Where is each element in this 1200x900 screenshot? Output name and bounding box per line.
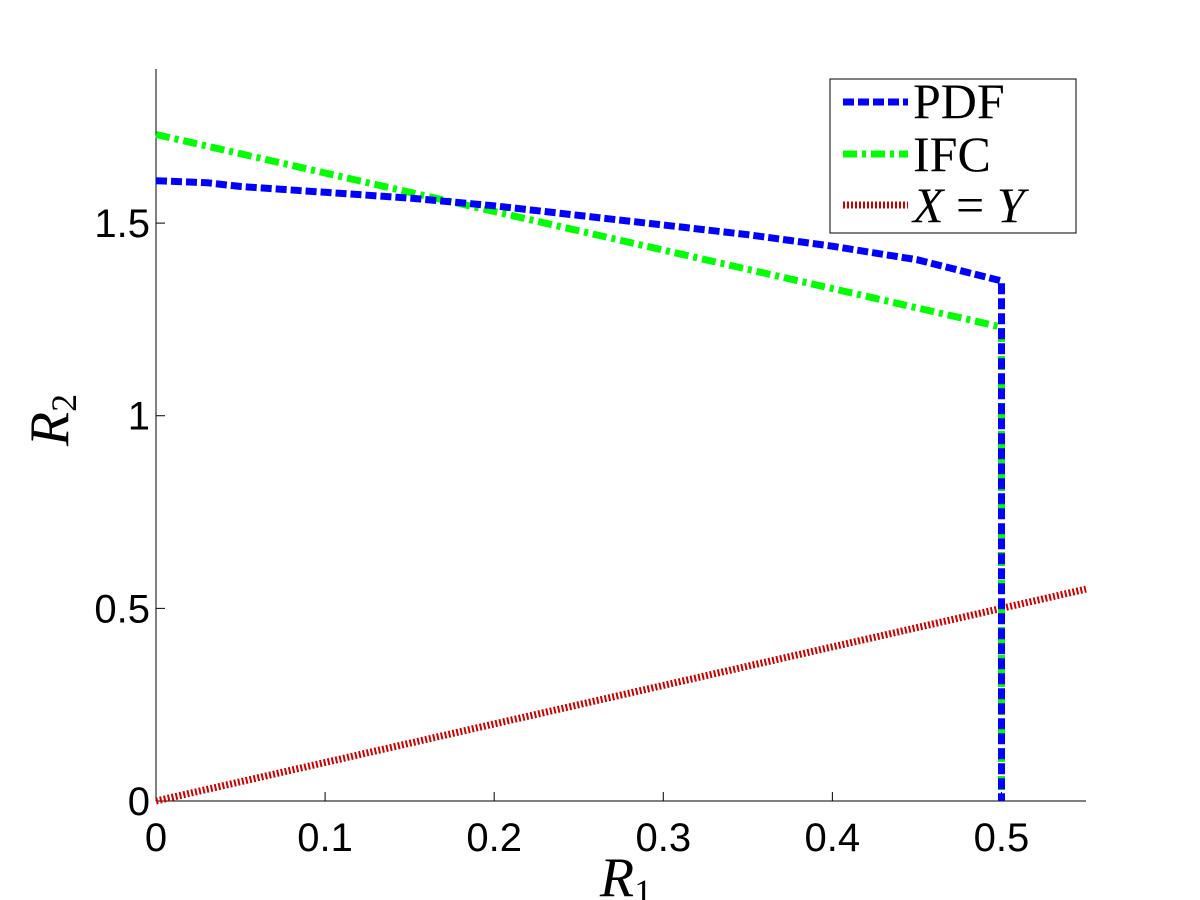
legend-label-pdf: PDF <box>913 73 1005 129</box>
x-tick-label: 0.5 <box>974 816 1030 860</box>
legend-label-x-equals-y: X = Y <box>911 177 1030 233</box>
x-axis-label: R1 <box>599 847 652 900</box>
x-tick-label: 0.4 <box>805 816 861 860</box>
y-tick-label: 0.5 <box>94 587 150 631</box>
axes <box>155 69 1086 802</box>
x-tick-label: 0.1 <box>297 816 353 860</box>
series-line-ifc <box>155 131 1005 801</box>
y-axis-label: R2 <box>19 394 84 447</box>
y-tick-label: 0 <box>128 780 150 824</box>
y-tick-label: 1 <box>128 395 150 439</box>
series-line-x-y <box>155 585 1087 805</box>
legend: PDF IFC X = Y <box>829 73 1077 234</box>
y-tick-label: 1.5 <box>94 202 150 246</box>
x-tick-label: 0 <box>145 816 167 860</box>
series-line-pdf <box>155 177 1005 801</box>
legend-label-ifc: IFC <box>913 126 991 182</box>
x-tick-label: 0.3 <box>635 816 691 860</box>
series-layer <box>155 131 1087 805</box>
x-tick-label: 0.2 <box>466 816 522 860</box>
tick-labels: 0 0.1 0.2 0.3 0.4 0.5 0 0.5 1 1.5 <box>94 202 1029 860</box>
